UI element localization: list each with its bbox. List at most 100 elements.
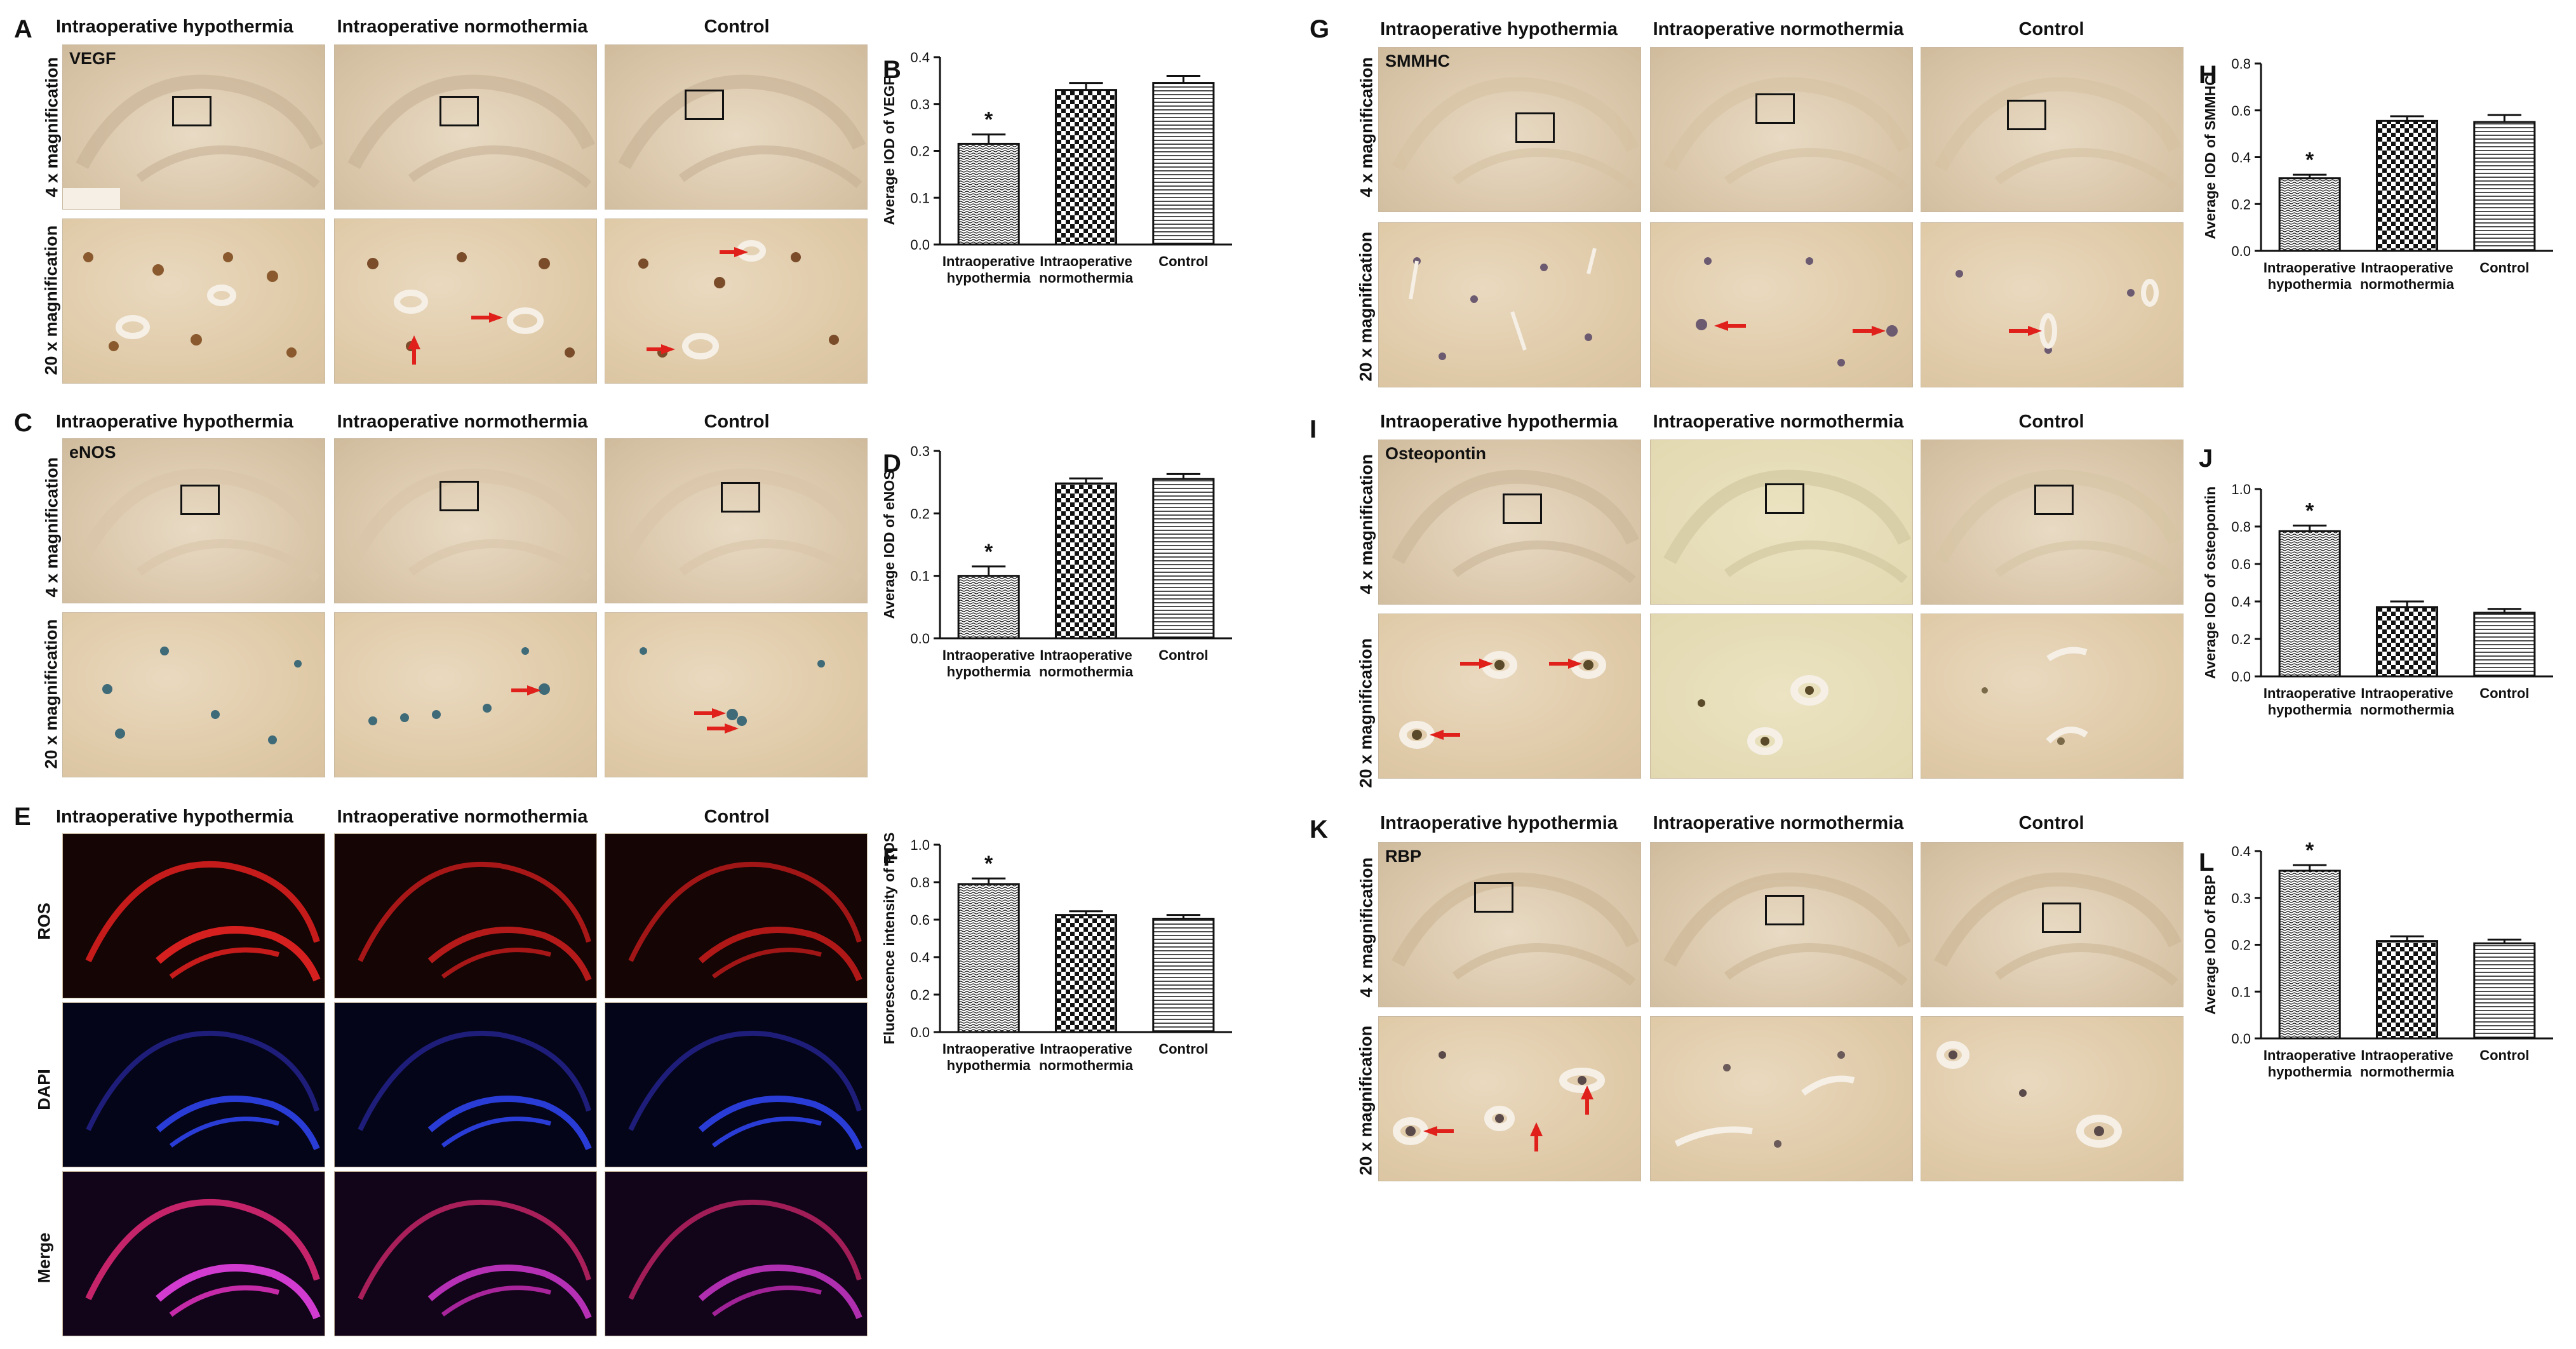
column-header-control: Control <box>2018 412 2084 432</box>
panel-letter-e: E <box>14 803 31 831</box>
y-tick-label: 0.4 <box>2231 150 2251 166</box>
y-tick-label: 0.2 <box>910 506 930 521</box>
bar-chart-d: 0.0 0.1 0.2 0.3 Average IOD of eNOS * Intraope… <box>881 443 1232 680</box>
y-tick-label: 0.3 <box>910 443 930 459</box>
y-axis-label: Average IOD of eNOS <box>881 470 897 619</box>
category-label: Intraoperative <box>2361 685 2453 701</box>
column-header-normothermia: Intraoperative normothermia <box>337 412 588 432</box>
micrograph-smmhc-normothermia-20x <box>1650 222 1913 387</box>
micrograph-vegf-control-20x <box>605 218 868 384</box>
category-label: Intraoperative <box>1040 647 1132 663</box>
fluorescence-dapi-normothermia <box>334 1002 597 1167</box>
y-tick-label: 1.0 <box>910 837 930 853</box>
panel-letter-k: K <box>1310 815 1328 843</box>
roi-box <box>1755 93 1795 124</box>
bar-chart-f: 0.0 0.2 0.4 0.6 0.8 1.0 Fluorescence intensity… <box>881 833 1232 1073</box>
category-label: normothermia <box>2360 1064 2455 1080</box>
y-tick-label: 0.1 <box>910 568 930 584</box>
row-label-4x: 4 x magnification <box>42 457 62 598</box>
row-label-20x: 20 x magnification <box>1356 231 1376 382</box>
fluorescence-merge-control <box>605 1171 868 1336</box>
y-axis-label: Average IOD of VEGF <box>881 76 897 225</box>
micrograph-osteopontin-control-20x <box>1921 614 2184 779</box>
bar <box>2375 119 2439 252</box>
bar-chart-l: 0.0 0.1 0.2 0.3 0.4 Average IOD of RBP * Intrao… <box>2202 838 2553 1080</box>
category-label: normothermia <box>2360 276 2455 292</box>
y-tick-label: 0.4 <box>2231 843 2251 859</box>
panel-letter-a: A <box>14 15 32 43</box>
y-tick-label: 0.4 <box>2231 594 2251 610</box>
y-tick-label: 0.8 <box>2231 56 2251 72</box>
fluorescence-dapi-hypothermia <box>62 1002 325 1167</box>
category-label: normothermia <box>1039 664 1134 680</box>
y-tick-label: 0.1 <box>910 190 930 206</box>
roi-box <box>1765 483 1804 514</box>
panel-letter-c: C <box>14 409 32 437</box>
category-label: hypothermia <box>2268 702 2352 718</box>
category-label: Intraoperative <box>1040 1041 1132 1057</box>
stain-label-rbp: RBP <box>1385 847 1422 866</box>
panel-letter-j: J <box>2199 445 2213 473</box>
micrograph-vegf-hypothermia-20x <box>62 218 325 384</box>
column-header-normothermia: Intraoperative normothermia <box>1653 19 1904 39</box>
bar <box>2375 606 2439 678</box>
y-tick-label: 0.2 <box>2231 196 2251 212</box>
row-label-4x: 4 x magnification <box>1357 857 1376 998</box>
y-tick-label: 0.0 <box>910 631 930 647</box>
bar-chart-j: 0.0 0.2 0.4 0.6 0.8 1.0 Average IOD of osteopo… <box>2202 481 2553 718</box>
y-tick-label: 0.2 <box>910 144 930 159</box>
bar-chart-h: 0.0 0.2 0.4 0.6 0.8 Average IOD of SMMHC * Intr… <box>2202 56 2553 292</box>
micrograph-osteopontin-hypothermia-20x <box>1378 614 1641 779</box>
row-label-merge: Merge <box>34 1232 54 1284</box>
roi-box <box>1515 112 1555 143</box>
column-header-normothermia: Intraoperative normothermia <box>337 17 588 37</box>
bar <box>2473 612 2536 678</box>
category-label: Intraoperative <box>943 1041 1035 1057</box>
micrograph-smmhc-control-4x <box>1921 47 2184 212</box>
fluorescence-ros-hypothermia <box>62 833 325 998</box>
y-tick-label: 0.0 <box>2231 669 2251 685</box>
micrograph-vegf-normothermia-4x <box>334 44 597 210</box>
y-tick-label: 0.4 <box>910 950 930 965</box>
micrograph-smmhc-hypothermia-4x: SMMHC <box>1378 47 1641 212</box>
roi-box <box>172 96 211 126</box>
panel-letter-l: L <box>2199 849 2215 876</box>
row-label-20x: 20 x magnification <box>41 619 61 769</box>
row-label-20x: 20 x magnification <box>1356 1025 1376 1176</box>
y-tick-label: 0.6 <box>2231 103 2251 119</box>
column-header-normothermia: Intraoperative normothermia <box>1653 813 1904 833</box>
micrograph-vegf-control-4x <box>605 44 868 210</box>
micrograph-osteopontin-control-4x <box>1921 440 2184 605</box>
y-tick-label: 1.0 <box>2231 481 2251 497</box>
roi-box <box>721 482 760 513</box>
micrograph-vegf-normothermia-20x <box>334 218 597 384</box>
bar <box>2278 177 2341 252</box>
y-tick-label: 0.1 <box>2231 984 2251 1000</box>
y-tick-label: 0.2 <box>2231 937 2251 953</box>
micrograph-smmhc-normothermia-4x <box>1650 47 1913 212</box>
category-label: Control <box>1158 1041 1208 1057</box>
micrograph-enos-control-20x <box>605 612 868 777</box>
category-label: Intraoperative <box>943 253 1035 269</box>
category-label: Intraoperative <box>2264 260 2356 276</box>
row-label-20x: 20 x magnification <box>41 225 61 375</box>
category-label: hypothermia <box>947 270 1031 286</box>
panel-letter-g: G <box>1310 15 1330 43</box>
y-axis-label: Average IOD of RBP <box>2202 875 2218 1014</box>
micrograph-enos-normothermia-4x <box>334 438 597 603</box>
bar <box>957 142 1020 246</box>
y-tick-label: 0.0 <box>910 1024 930 1040</box>
panel-letter-h: H <box>2199 61 2217 89</box>
y-axis-label: Average IOD of osteopontin <box>2202 487 2218 679</box>
column-header-normothermia: Intraoperative normothermia <box>337 807 588 827</box>
category-label: hypothermia <box>947 1057 1031 1073</box>
category-label: Intraoperative <box>2361 1047 2453 1063</box>
row-label-ros: ROS <box>34 903 54 940</box>
panel-letter-f: F <box>883 843 899 871</box>
significance-marker: * <box>2305 499 2314 523</box>
roi-box <box>180 485 220 515</box>
column-header-control: Control <box>2018 19 2084 39</box>
stain-label-vegf: VEGF <box>69 49 116 68</box>
category-label: normothermia <box>1039 270 1134 286</box>
panel-letter-d: D <box>883 450 901 478</box>
